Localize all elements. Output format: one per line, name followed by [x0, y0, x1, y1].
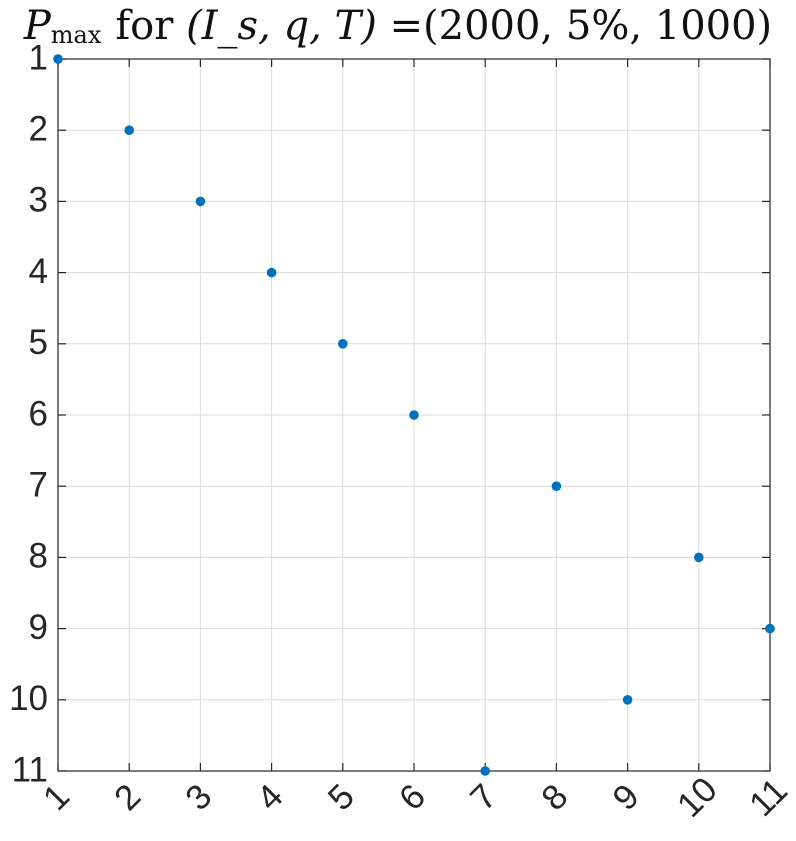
y-tick-label: 2: [29, 109, 48, 148]
y-tick-label: 10: [9, 679, 48, 718]
y-tick-label: 3: [29, 181, 48, 220]
x-tick-label: 2: [107, 777, 148, 818]
data-markers: [53, 54, 775, 776]
data-point: [266, 267, 277, 278]
x-tick-label: 6: [392, 777, 433, 818]
x-tick-label: 7: [463, 777, 504, 818]
data-point: [480, 766, 491, 776]
x-tick-label: 8: [534, 777, 575, 818]
title-values: =(2000, 5%, 1000): [389, 3, 773, 49]
y-tick-label: 7: [29, 465, 48, 504]
x-tick-label: 9: [605, 777, 646, 818]
data-point: [338, 339, 348, 349]
title-p-symbol: P: [23, 3, 51, 49]
data-point: [124, 125, 134, 135]
x-tick-labels: 1 2 3 4 5 6 7 8 9 10 11: [36, 770, 795, 825]
chart-title: P max for (I_s, q, T) =(2000, 5%, 1000): [0, 0, 796, 52]
title-p-subscript: max: [50, 21, 102, 49]
x-tick-label: 5: [321, 777, 362, 818]
y-tick-label: 5: [29, 323, 48, 362]
y-tick-label: 9: [29, 608, 48, 647]
title-variables: (I_s, q, T): [186, 3, 377, 49]
data-point: [409, 410, 419, 420]
y-tick-label: 8: [29, 537, 48, 576]
y-tick-labels: 1 2 3 4 5 6 7 8 9 10 11: [9, 38, 48, 789]
x-tick-label: 10: [670, 770, 725, 825]
data-point: [765, 623, 775, 634]
y-tick-label: 6: [29, 394, 48, 433]
data-point: [694, 552, 704, 563]
data-point: [551, 481, 562, 492]
data-point: [622, 695, 633, 705]
data-point: [195, 196, 206, 207]
x-tick-label: 3: [178, 777, 219, 818]
y-tick-label: 1: [29, 38, 48, 77]
title-for-word: for: [115, 3, 174, 49]
x-tick-label: 11: [742, 771, 795, 824]
y-tick-label: 4: [29, 252, 48, 291]
y-tick-label: 11: [12, 750, 48, 789]
data-point: [53, 54, 63, 64]
x-tick-label: 4: [249, 777, 290, 818]
